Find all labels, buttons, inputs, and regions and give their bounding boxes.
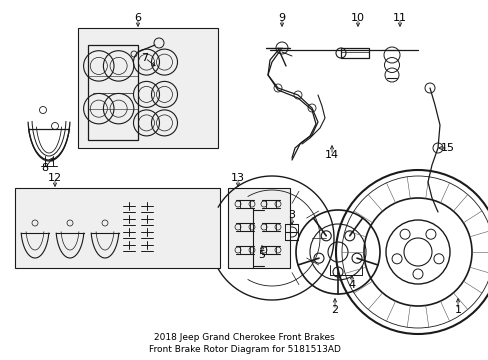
Text: 8: 8 bbox=[41, 163, 48, 173]
Text: Front Brake Rotor Diagram for 5181513AD: Front Brake Rotor Diagram for 5181513AD bbox=[148, 346, 340, 355]
Text: 14: 14 bbox=[324, 150, 338, 160]
Text: 11: 11 bbox=[392, 13, 406, 23]
Text: 3: 3 bbox=[288, 210, 295, 220]
Bar bbox=[15, 188, 220, 268]
Text: 13: 13 bbox=[230, 173, 244, 183]
Text: 15: 15 bbox=[440, 143, 454, 153]
Text: 9: 9 bbox=[278, 13, 285, 23]
Text: 7: 7 bbox=[141, 53, 148, 63]
Text: 2: 2 bbox=[331, 305, 338, 315]
Text: 5: 5 bbox=[258, 250, 265, 260]
Text: 1: 1 bbox=[453, 305, 461, 315]
Text: 12: 12 bbox=[48, 173, 62, 183]
Text: 4: 4 bbox=[348, 280, 355, 290]
Text: 2018 Jeep Grand Cherokee Front Brakes: 2018 Jeep Grand Cherokee Front Brakes bbox=[154, 333, 334, 342]
Text: 6: 6 bbox=[134, 13, 141, 23]
Bar bbox=[88, 45, 137, 140]
Text: 10: 10 bbox=[350, 13, 364, 23]
Bar bbox=[340, 48, 368, 58]
Bar bbox=[78, 28, 218, 148]
Bar bbox=[227, 188, 289, 268]
